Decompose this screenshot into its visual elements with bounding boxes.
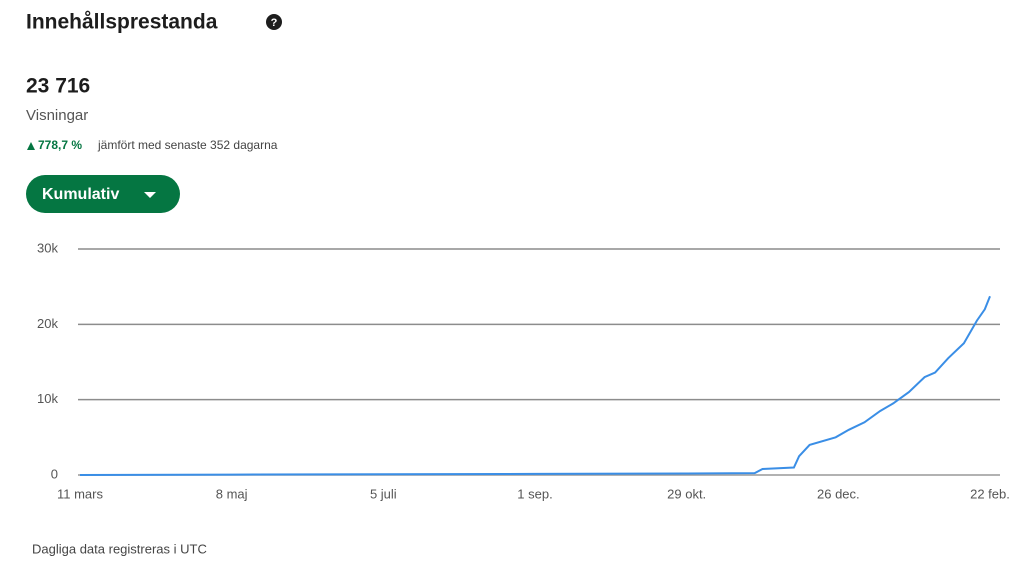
x-tick-label: 5 juli	[370, 486, 397, 501]
y-tick-label: 0	[51, 466, 58, 481]
metric: Visningar	[26, 107, 88, 124]
up-arrow	[27, 142, 35, 150]
x-tick-label: 1 sep.	[517, 486, 552, 501]
y-tick-label: 20k	[37, 316, 58, 331]
change-text: jämfört med senaste 352 dagarna	[97, 138, 278, 152]
total: 23 716	[26, 75, 90, 98]
button[interactable]: Kumulativ	[26, 175, 180, 213]
x-tick-label: 22 feb.	[970, 486, 1010, 501]
footer: Dagliga data registreras i UTC	[32, 541, 207, 556]
y-tick-label: 10k	[37, 391, 58, 406]
x-tick-label: 11 mars	[57, 486, 103, 501]
x-tick-label: 8 maj	[216, 486, 248, 501]
help-icon[interactable]: ?	[266, 14, 282, 30]
button-label[interactable]: Kumulativ	[42, 186, 119, 203]
x-tick-label: 26 dec.	[817, 486, 860, 501]
line	[79, 295, 991, 476]
svg-text:?: ?	[271, 17, 278, 29]
x-tick-label: 29 okt.	[667, 486, 706, 501]
title: Innehållsprestanda	[26, 11, 218, 34]
change: 778,7 %	[38, 138, 82, 152]
y-tick-label: 30k	[37, 240, 58, 255]
